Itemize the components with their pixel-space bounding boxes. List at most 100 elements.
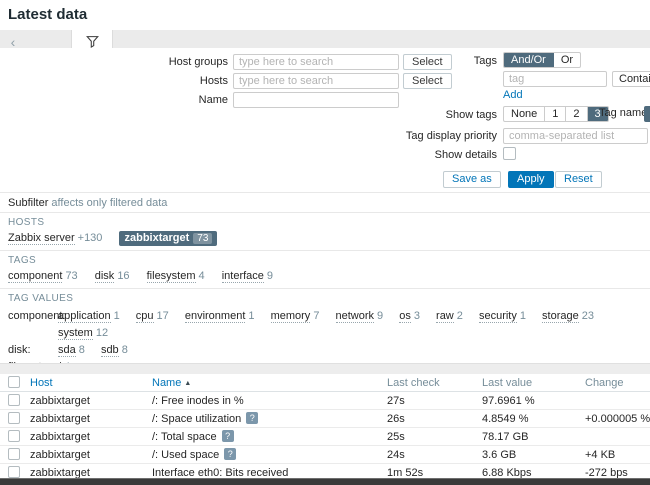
tag-value-group-disk: disk: sda 8 sdb 8	[8, 342, 642, 359]
host-groups-select-button[interactable]: Select	[403, 54, 452, 70]
description-hint-icon[interactable]: ?	[221, 430, 234, 442]
sort-by-host[interactable]: Host	[30, 376, 53, 389]
subfilter-tag-link[interactable]: component	[8, 270, 63, 283]
host-groups-label: Host groups	[168, 56, 228, 68]
subfilter-tag-item: component 73	[8, 270, 78, 283]
item-name-link[interactable]: /: Space utilization	[152, 413, 242, 425]
collapse-filter-chevron-icon[interactable]: ‹	[10, 34, 16, 50]
tag-display-priority-input[interactable]	[503, 128, 648, 144]
subfilter-host-chip-count: 73	[193, 233, 213, 244]
tag-operator-select[interactable]: Contains	[612, 71, 650, 87]
subfilter-tag-count: 73	[65, 270, 78, 282]
tag-value-link[interactable]: cpu	[135, 310, 154, 323]
last-value: 3.6 GB	[482, 448, 517, 461]
subfilter-tag-link[interactable]: disk	[94, 270, 115, 283]
subfilter-host-link[interactable]: Zabbix server	[8, 232, 75, 245]
row-checkbox[interactable]	[8, 466, 20, 478]
select-all-checkbox[interactable]	[8, 376, 20, 388]
subfilter-host-count: +130	[77, 232, 103, 244]
last-value: 6.88 Kbps	[482, 466, 532, 479]
subfilter-subtitle: affects only filtered data	[51, 197, 168, 209]
item-name-link[interactable]: /: Free inodes in %	[152, 394, 244, 407]
item-name-link[interactable]: Interface eth0: Bits received	[152, 466, 289, 479]
row-checkbox[interactable]	[8, 430, 20, 442]
tag-value-link[interactable]: raw	[436, 310, 454, 323]
tag-value-link[interactable]: application	[58, 310, 111, 323]
name-input[interactable]	[233, 92, 399, 108]
tag-value-link[interactable]: storage	[542, 310, 579, 323]
subfilter-tag-item: interface 9	[221, 270, 273, 283]
show-tags-none[interactable]: None	[504, 107, 546, 121]
tag-value-link[interactable]: os	[399, 310, 411, 323]
host-link[interactable]: zabbixtarget	[30, 430, 90, 443]
tag-value-link[interactable]: sdb	[100, 344, 119, 357]
description-hint-icon[interactable]: ?	[224, 448, 237, 460]
tag-name-mode-segmented-cutoff[interactable]	[644, 106, 650, 122]
tag-value-link[interactable]: network	[335, 310, 375, 323]
sort-asc-icon: ▲	[184, 379, 192, 387]
tag-value-link[interactable]: memory	[270, 310, 311, 323]
apply-button[interactable]: Apply	[508, 171, 554, 188]
table-row: zabbixtarget /: Free inodes in % 27s 97.…	[0, 392, 650, 410]
host-link[interactable]: zabbixtarget	[30, 466, 90, 479]
subfilter-tags-section: TAGS component 73 disk 16 filesystem 4 inte…	[0, 250, 650, 288]
description-hint-icon[interactable]: ?	[246, 412, 259, 424]
subfilter-tag-link[interactable]: filesystem	[146, 270, 196, 283]
host-link[interactable]: zabbixtarget	[30, 394, 90, 407]
subfilter-host-chip-selected[interactable]: zabbixtarget 73	[119, 231, 218, 246]
last-value: 4.8549 %	[482, 412, 529, 425]
tag-name-mode-label: Tag name	[599, 107, 648, 119]
subfilter-title: Subfilter	[8, 197, 49, 209]
filter-funnel-icon	[85, 35, 99, 51]
hosts-label: Hosts	[199, 75, 228, 87]
host-groups-input[interactable]	[233, 54, 399, 70]
last-check-value: 27s	[387, 394, 405, 407]
tag-name-input[interactable]	[503, 71, 607, 87]
tag-value-count: 8	[121, 344, 128, 356]
hosts-input[interactable]	[233, 73, 399, 89]
hosts-select-button[interactable]: Select	[403, 73, 452, 89]
tags-mode-segmented: And/Or Or	[503, 52, 582, 68]
tag-value-count: 2	[456, 310, 463, 322]
item-name-link[interactable]: /: Total space	[152, 431, 217, 443]
tag-value-link[interactable]: system	[58, 327, 93, 340]
reset-button[interactable]: Reset	[555, 171, 602, 188]
last-value: 78.17 GB	[482, 430, 529, 443]
host-link[interactable]: zabbixtarget	[30, 412, 90, 425]
sort-by-name[interactable]: Name	[152, 376, 182, 389]
subfilter-tag-item: disk 16	[94, 270, 130, 283]
tags-mode-andor[interactable]: And/Or	[504, 53, 554, 67]
tag-value-group-label: component:	[8, 310, 66, 322]
tag-value-count: 17	[156, 310, 169, 322]
subfilter-tag-link[interactable]: interface	[221, 270, 264, 283]
save-as-button[interactable]: Save as	[443, 171, 501, 188]
tag-value-link[interactable]: sda	[58, 344, 76, 357]
change-value: +4 KB	[585, 448, 616, 461]
tag-value-count: 1	[113, 310, 120, 322]
host-link[interactable]: zabbixtarget	[30, 448, 90, 461]
tags-mode-or[interactable]: Or	[560, 54, 574, 66]
subfilter-host-chip-label: zabbixtarget	[124, 232, 190, 244]
show-tags-segmented: None 1 2 3	[503, 106, 609, 122]
subfilter-header: Subfilter affects only filtered data	[0, 192, 650, 212]
subfilter-hosts-section: HOSTS Zabbix server +130 zabbixtarget 73	[0, 212, 650, 250]
tag-value-count: 8	[78, 344, 85, 356]
row-checkbox[interactable]	[8, 394, 20, 406]
subfilter-tag-count: 4	[198, 270, 205, 282]
row-checkbox[interactable]	[8, 448, 20, 460]
change-value: -272 bps	[585, 466, 628, 479]
show-tags-1[interactable]: 1	[545, 107, 567, 121]
table-header-row: Host Name ▲ Last check Last value Change	[0, 374, 650, 392]
tag-value-count: 23	[581, 310, 594, 322]
item-name-link[interactable]: /: Used space	[152, 449, 220, 461]
show-details-checkbox[interactable]	[503, 147, 516, 160]
tag-value-link[interactable]: environment	[184, 310, 246, 323]
tag-add-link[interactable]: Add	[503, 89, 523, 101]
show-tags-3[interactable]: 3	[587, 107, 608, 121]
show-details-label: Show details	[434, 149, 497, 161]
tag-value-link[interactable]: security	[478, 310, 517, 323]
row-checkbox[interactable]	[8, 412, 20, 424]
show-tags-2[interactable]: 2	[566, 107, 588, 121]
tags-label: Tags	[473, 55, 497, 67]
table-row: zabbixtarget /: Total space? 25s 78.17 G…	[0, 428, 650, 446]
